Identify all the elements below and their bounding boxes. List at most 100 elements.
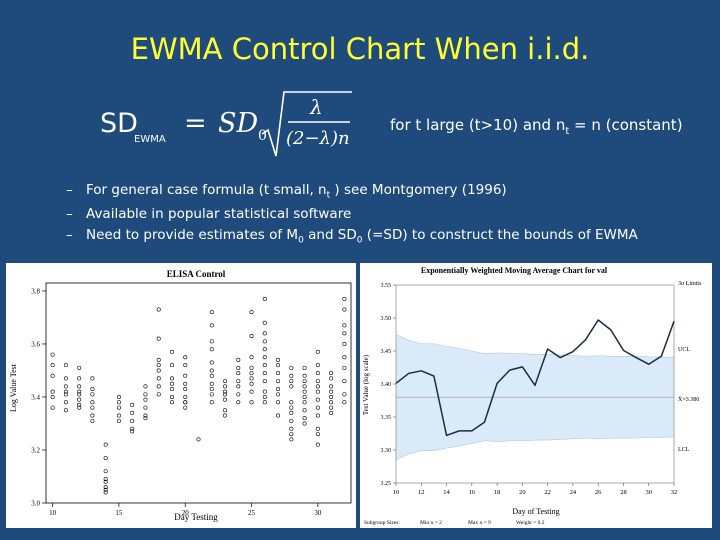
right-label-lcl: LCL <box>678 447 690 453</box>
chart1-point <box>183 381 188 386</box>
chart1-point <box>262 379 267 384</box>
chart1-point <box>302 373 307 378</box>
chart1-point <box>183 400 188 405</box>
chart1-point <box>262 355 267 360</box>
chart1-point <box>50 394 55 399</box>
chart2-xtick-label: 32 <box>671 489 678 496</box>
chart1-point <box>315 442 320 447</box>
bullet-item: – Need to provide estimates of M0 and SD0… <box>66 226 638 246</box>
chart1-point <box>342 307 347 312</box>
chart1-point <box>63 389 68 394</box>
chart1-point <box>236 384 241 389</box>
chart1-point <box>276 400 281 405</box>
chart2-ylabel: Test Value (log scale) <box>362 354 370 415</box>
chart1-point <box>209 323 214 328</box>
chart1-point <box>156 363 161 368</box>
chart2-xtick-label: 20 <box>519 489 526 496</box>
chart1-point <box>249 365 254 370</box>
chart2-xtick-label: 26 <box>595 489 602 496</box>
chart1-point <box>223 379 228 384</box>
chart1-point <box>209 310 214 315</box>
chart1-point <box>183 387 188 392</box>
chart2-xtick-label: 24 <box>570 489 577 496</box>
chart1-point <box>302 379 307 384</box>
chart1-point <box>50 363 55 368</box>
formula-numerator: λ <box>309 95 323 119</box>
chart1-point <box>276 387 281 392</box>
chart1-point <box>169 400 174 405</box>
chart1-point <box>329 384 334 389</box>
chart1-point <box>329 410 334 415</box>
chart1-point <box>236 357 241 362</box>
chart2-ytick-label: 3.35 <box>381 415 392 421</box>
chart1-point <box>183 394 188 399</box>
chart1-point <box>156 336 161 341</box>
slide-title: EWMA Control Chart When i.i.d. <box>130 32 590 66</box>
chart1-point <box>90 387 95 392</box>
chart1-point <box>276 379 281 384</box>
chart1-point <box>209 392 214 397</box>
chart1-point <box>90 413 95 418</box>
bullet-item: – Available in popular statistical softwa… <box>66 205 352 222</box>
chart1-point <box>302 389 307 394</box>
chart1-point <box>209 360 214 365</box>
chart1-point <box>236 392 241 397</box>
chart1-point <box>342 379 347 384</box>
chart1-point <box>77 365 82 370</box>
chart1-xtick-label: 25 <box>248 509 256 517</box>
chart1-point <box>143 405 148 410</box>
chart1-point <box>236 379 241 384</box>
chart1-point <box>315 349 320 354</box>
chart1-point <box>262 371 267 376</box>
chart1-point <box>302 365 307 370</box>
chart1-point <box>209 387 214 392</box>
chart1-point <box>209 373 214 378</box>
chart1-point <box>315 432 320 437</box>
chart1-point <box>302 384 307 389</box>
chart1-point <box>103 490 108 495</box>
chart1-point <box>249 389 254 394</box>
chart1-point <box>63 384 68 389</box>
chart1-point <box>209 400 214 405</box>
elisa-scatter-chart: ELISA Control Day Testing Log Value Test… <box>9 269 352 522</box>
right-label-ucl: UCL <box>678 347 690 353</box>
chart1-point <box>342 392 347 397</box>
chart2-xtick-label: 16 <box>469 489 476 496</box>
chart1-point <box>209 381 214 386</box>
formula-lhs: SD <box>100 108 138 139</box>
chart2-xtick-label: 14 <box>443 489 450 496</box>
chart1-point <box>209 368 214 373</box>
chart1-point <box>262 347 267 352</box>
chart1-point <box>315 405 320 410</box>
chart1-point <box>116 413 121 418</box>
chart1-point <box>289 384 294 389</box>
chart1-point <box>329 394 334 399</box>
chart1-point <box>77 389 82 394</box>
chart1-point <box>196 437 201 442</box>
chart1-point <box>209 347 214 352</box>
chart1-point <box>183 363 188 368</box>
chart1-point <box>156 384 161 389</box>
chart1-point <box>289 373 294 378</box>
chart1-point <box>223 413 228 418</box>
chart1-xtick-label: 15 <box>115 509 123 517</box>
bottom-note-weight: Weight = 0.2 <box>516 520 545 526</box>
chart2-xtick-label: 22 <box>544 489 551 496</box>
chart1-point <box>249 334 254 339</box>
chart1-point <box>156 392 161 397</box>
chart1-point <box>262 394 267 399</box>
chart1-point <box>249 381 254 386</box>
chart1-point <box>329 405 334 410</box>
chart1-point <box>342 355 347 360</box>
chart1-point <box>329 389 334 394</box>
chart1-point <box>103 485 108 490</box>
chart1-point <box>315 389 320 394</box>
chart1-xtick-label: 10 <box>49 509 57 517</box>
chart1-point <box>315 384 320 389</box>
chart1-point <box>169 387 174 392</box>
chart1-point <box>236 400 241 405</box>
formula-radical <box>261 91 352 157</box>
chart1-point <box>342 331 347 336</box>
chart1-point <box>90 376 95 381</box>
chart1-plot-frame <box>45 282 352 504</box>
